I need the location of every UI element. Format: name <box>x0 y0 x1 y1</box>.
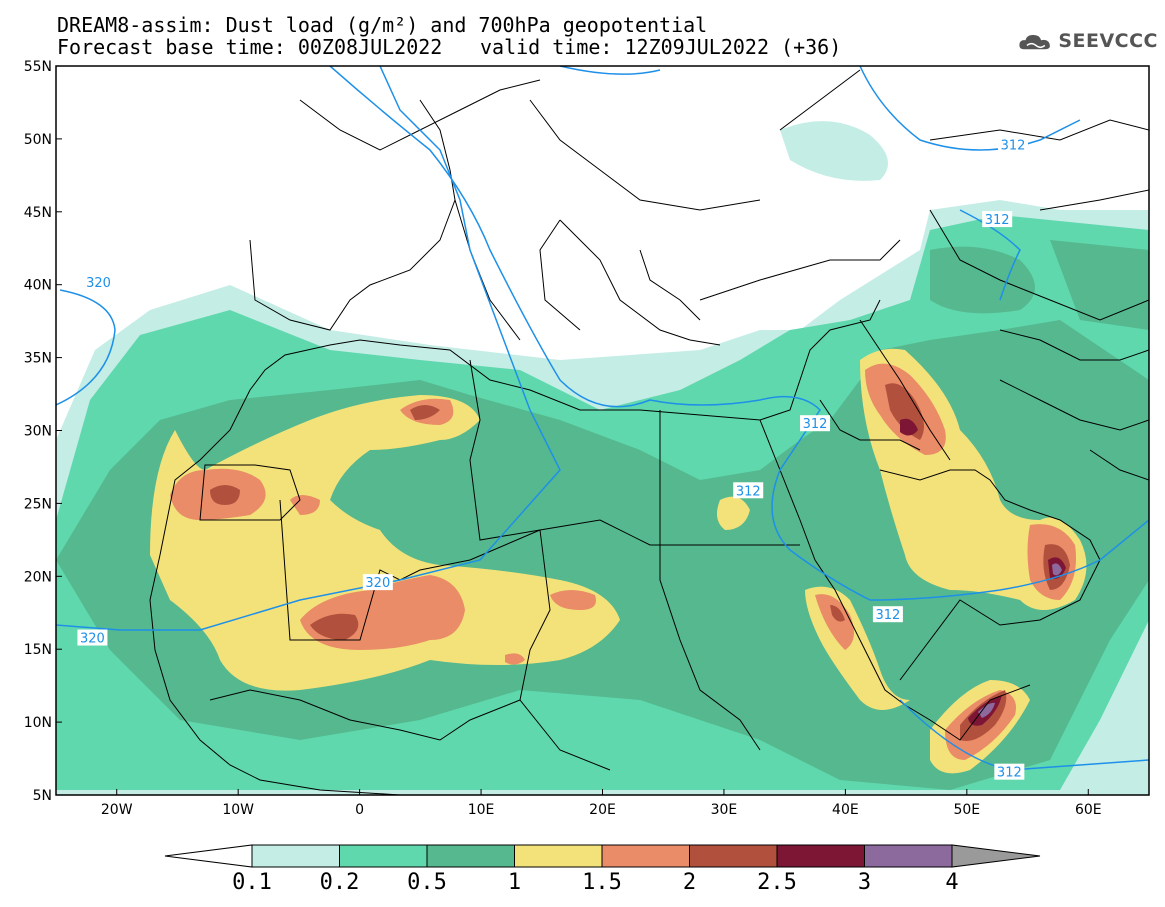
colorbar-level-label: 1.5 <box>582 870 622 895</box>
contour-label: 312 <box>800 415 831 432</box>
colorbar-box <box>601 844 690 868</box>
lat-tick-label: 15N <box>24 642 52 658</box>
colorbar-box <box>864 844 953 868</box>
lat-tick-label: 5N <box>33 788 52 804</box>
contour-label: 312 <box>872 606 903 623</box>
seevccc-logo: SEEVCCC <box>1018 26 1158 56</box>
contour-label: 312 <box>733 482 764 499</box>
colorbar-level-label: 0.2 <box>319 870 360 895</box>
svg-text:312: 312 <box>803 417 828 432</box>
lat-tick-label: 45N <box>24 205 52 221</box>
svg-text:312: 312 <box>1001 139 1026 154</box>
colorbar-level-label: 2.5 <box>757 870 797 895</box>
contour-label: 320 <box>362 574 393 591</box>
svg-text:320: 320 <box>80 632 105 647</box>
lon-tick-label: 20E <box>589 802 616 818</box>
forecast-base-time: Forecast base time: 00Z08JUL2022 <box>57 35 443 59</box>
latitude-ticks: 55N 50N 45N 40N 35N 30N 25N 20N 15N 10N 5N <box>24 59 62 804</box>
contour-label: 312 <box>997 136 1028 154</box>
map-title: DREAM8-assim: Dust load (g/m²) and 700hP… <box>57 13 708 37</box>
lat-tick-label: 20N <box>24 569 52 585</box>
colorbar-box <box>251 844 340 868</box>
lon-tick-label: 40E <box>832 802 859 818</box>
contour-label: 312 <box>982 211 1013 228</box>
colorbar-box <box>339 844 428 868</box>
svg-text:312: 312 <box>736 484 761 499</box>
valid-time: valid time: 12Z09JUL2022 (+36) <box>480 35 842 59</box>
lat-tick-label: 25N <box>24 496 52 512</box>
svg-text:312: 312 <box>985 213 1010 228</box>
lat-tick-label: 30N <box>24 424 52 440</box>
longitude-ticks: 20W 10W 0 10E 20E 30E 40E 50E 60E <box>101 789 1102 818</box>
colorbar-box <box>514 844 603 868</box>
dust-layer-3 <box>978 563 1062 718</box>
lon-tick-label: 50E <box>953 802 980 818</box>
lat-tick-label: 10N <box>24 715 52 731</box>
lon-tick-label: 60E <box>1075 802 1102 818</box>
lat-tick-label: 55N <box>24 59 52 75</box>
svg-text:312: 312 <box>997 766 1022 781</box>
logo-text: SEEVCCC <box>1058 30 1158 52</box>
contour-label: 312 <box>994 763 1025 781</box>
cloud-icon <box>1019 34 1050 50</box>
contour-label: 320 <box>83 273 114 291</box>
colorbar-box <box>776 844 865 868</box>
lat-tick-label: 35N <box>24 351 52 367</box>
map-plot-area: 320 320 320 312 312 312 312 312 312 <box>56 66 1149 795</box>
contour-label: 320 <box>77 629 108 647</box>
contour-labels: 320 320 320 312 312 312 312 312 312 <box>77 136 1028 781</box>
colorbar-box <box>426 844 515 868</box>
lat-tick-label: 50N <box>24 132 52 148</box>
svg-text:312: 312 <box>875 608 900 623</box>
svg-text:320: 320 <box>365 576 390 591</box>
colorbar-max-arrow <box>951 844 1041 868</box>
colorbar <box>164 844 1041 868</box>
svg-text:320: 320 <box>86 276 111 291</box>
colorbar-min-arrow <box>164 844 253 868</box>
colorbar-level-label: 2 <box>682 870 697 895</box>
lon-tick-label: 0 <box>355 802 364 818</box>
colorbar-level-label: 0.5 <box>407 870 447 895</box>
colorbar-level-label: 3 <box>857 870 872 895</box>
lon-tick-label: 10W <box>222 802 254 818</box>
lon-tick-label: 30E <box>711 802 738 818</box>
colorbar-level-label: 4 <box>945 870 959 895</box>
colorbar-level-label: 0.1 <box>232 870 272 895</box>
colorbar-level-label: 1 <box>507 870 522 895</box>
colorbar-box <box>689 844 778 868</box>
lon-tick-label: 10E <box>468 802 495 818</box>
coastlines-and-borders <box>149 69 1149 795</box>
lat-tick-label: 40N <box>24 278 52 294</box>
lon-tick-label: 20W <box>101 802 133 818</box>
